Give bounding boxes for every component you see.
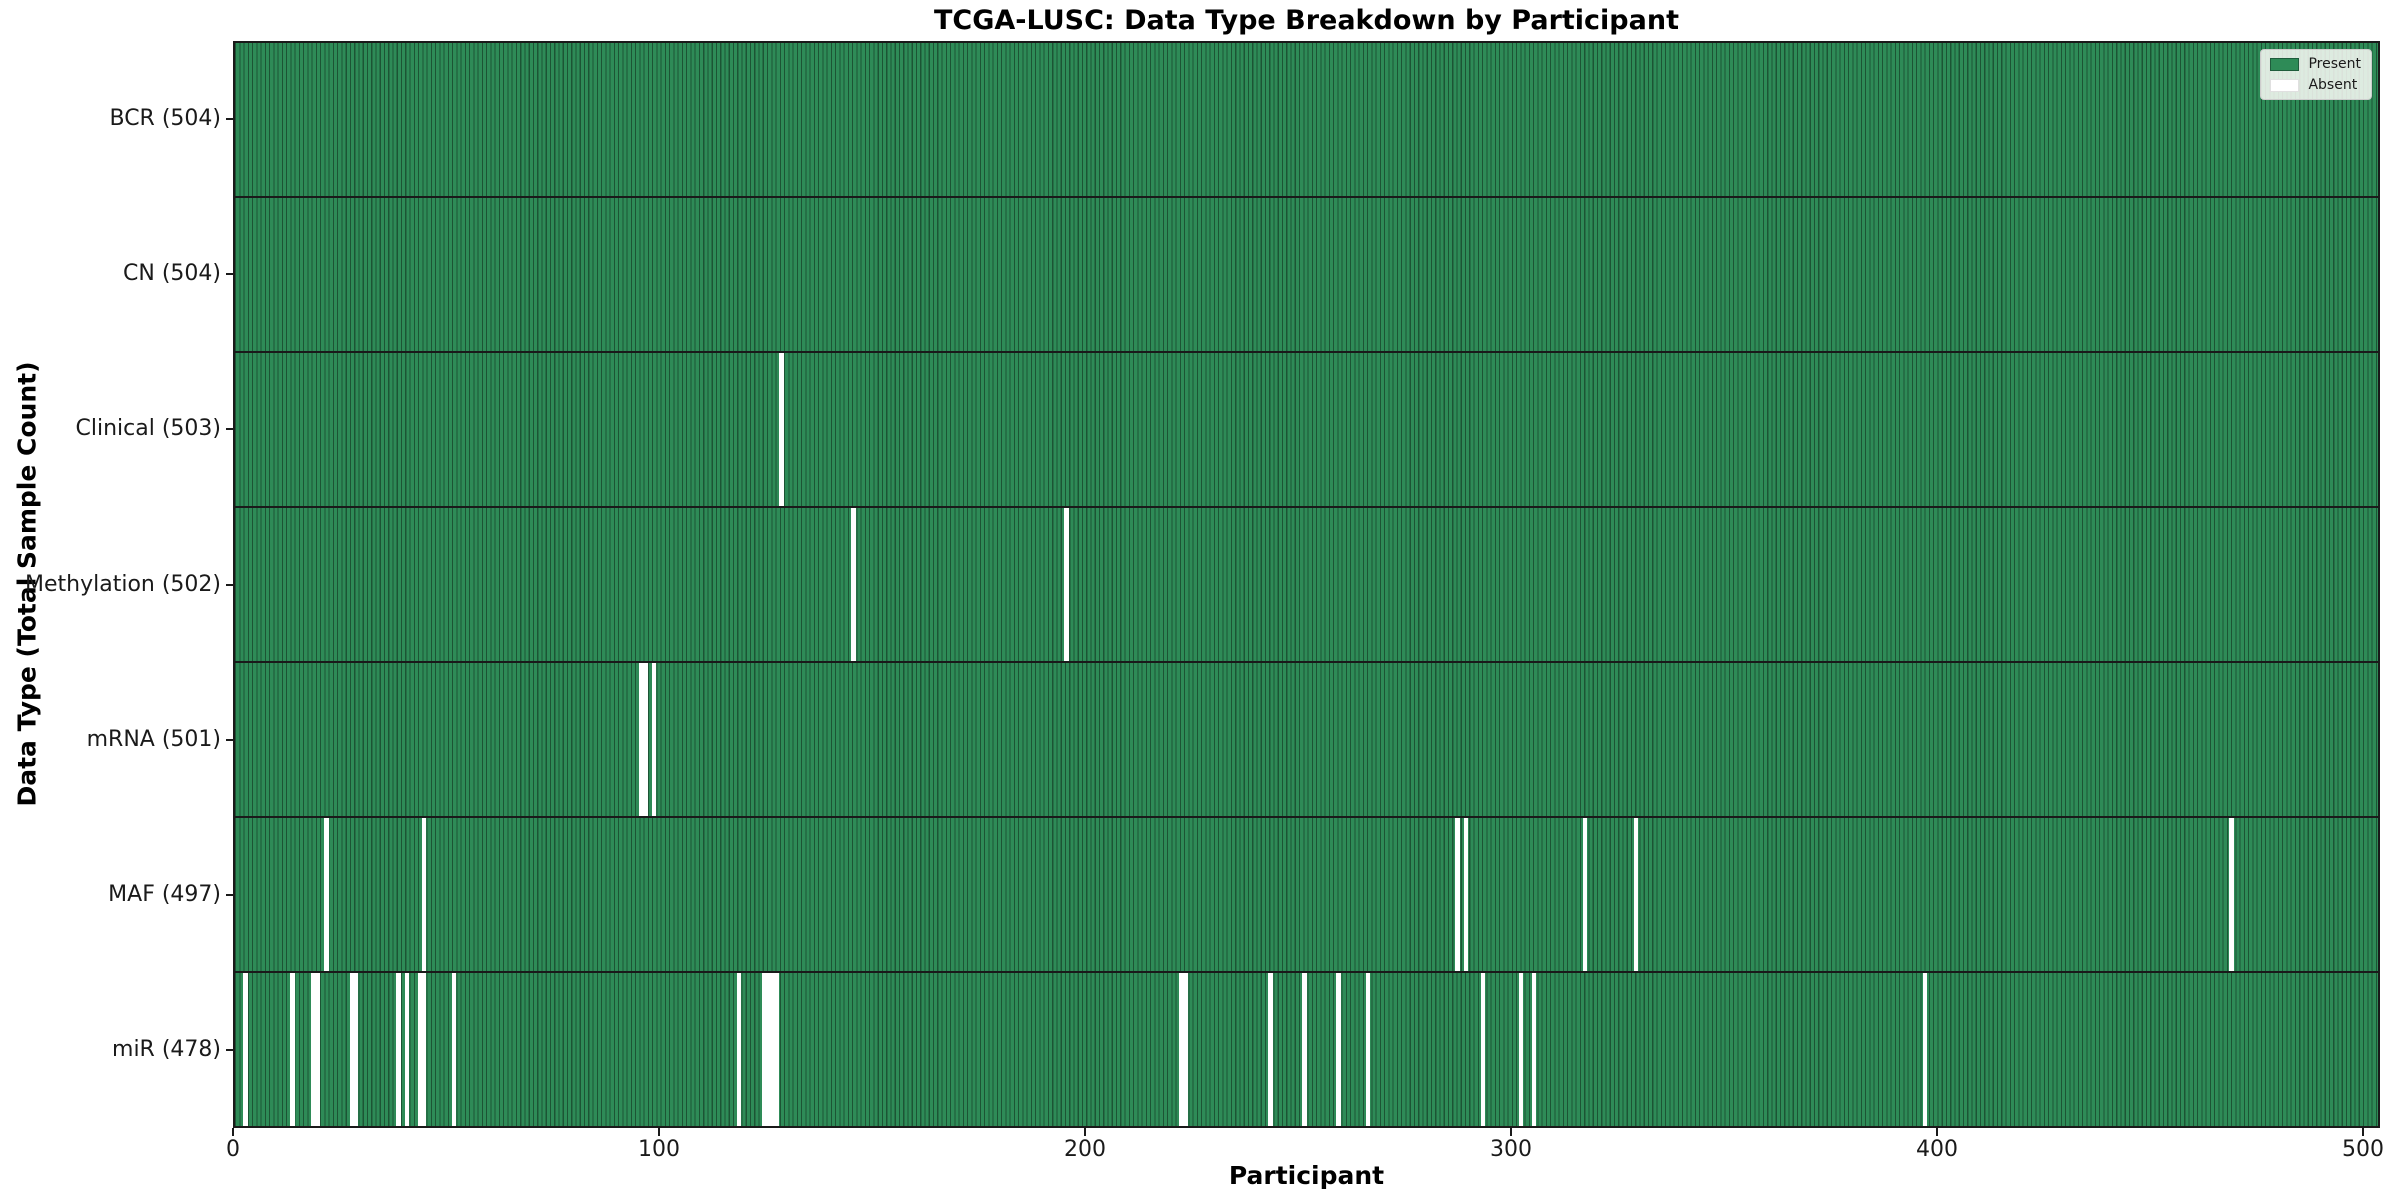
absent-gap-mir-223 (1183, 973, 1188, 1126)
absent-gap-maf-469 (2229, 818, 2234, 971)
datatype-row-bcr (235, 43, 2378, 198)
y-tick-label-clinical: Clinical (503) (75, 416, 221, 442)
y-tick-methylation (226, 583, 233, 586)
x-tick-100 (657, 1128, 660, 1136)
y-tick-label-bcr: BCR (504) (109, 105, 221, 131)
absent-gap-mir-38 (396, 973, 401, 1126)
datatype-row-mir (235, 973, 2378, 1126)
absent-gap-mir-124 (762, 973, 767, 1126)
y-tick-clinical (226, 428, 233, 431)
absent-gap-mir-13 (290, 973, 295, 1126)
absent-gap-maf-317 (1582, 818, 1588, 971)
absent-gap-mir-44 (421, 973, 427, 1126)
x-axis-label: Participant (1228, 1161, 1385, 1190)
absent-gap-mir-51 (451, 973, 457, 1126)
y-tick-mir (226, 1049, 233, 1052)
absent-gap-mir-397 (1922, 973, 1928, 1126)
absent-gap-mir-259 (1336, 973, 1341, 1126)
absent-gap-mrna-98 (651, 663, 657, 816)
legend-present-label: Present (2308, 56, 2361, 72)
y-tick-label-maf: MAF (497) (108, 882, 221, 908)
x-tick-0 (232, 1128, 234, 1136)
datatype-row-cn (235, 198, 2378, 353)
absent-gap-mir-2 (243, 973, 248, 1126)
absent-gap-mir-27 (349, 973, 355, 1126)
x-tick-label-300: 300 (1489, 1137, 1532, 1162)
absent-gap-mir-43 (417, 973, 423, 1126)
y-tick-mrna (226, 738, 233, 741)
absent-gap-methylation-195 (1064, 508, 1069, 661)
y-tick-cn (226, 272, 233, 275)
legend: Present Absent (2260, 49, 2372, 100)
plot-area: Present Absent (233, 41, 2380, 1128)
legend-entry-absent: Absent (2270, 77, 2361, 93)
datatype-row-methylation (235, 508, 2378, 663)
y-tick-label-mir: miR (478) (112, 1037, 221, 1063)
chart-title: TCGA-LUSC: Data Type Breakdown by Partic… (934, 5, 1679, 36)
absent-gap-mir-28 (353, 973, 359, 1126)
legend-present-swatch (2270, 57, 2300, 71)
absent-gap-mrna-95 (638, 663, 644, 816)
absent-gap-mir-243 (1268, 973, 1273, 1126)
x-tick-300 (1509, 1128, 1512, 1136)
absent-gap-mir-118 (736, 973, 742, 1126)
x-tick-label-400: 400 (1915, 1137, 1958, 1162)
absent-gap-mrna-96 (643, 663, 648, 816)
y-tick-maf (226, 894, 233, 897)
absent-gap-maf-21 (324, 818, 329, 971)
absent-gap-mir-127 (774, 973, 780, 1126)
datatype-row-maf (235, 818, 2378, 973)
y-tick-label-cn: CN (504) (123, 260, 221, 286)
absent-gap-mir-126 (770, 973, 776, 1126)
datatype-row-mrna (235, 663, 2378, 818)
y-tick-label-methylation: Methylation (502) (25, 571, 221, 597)
absent-gap-clinical-128 (779, 353, 784, 506)
absent-gap-mir-40 (404, 973, 410, 1126)
absent-gap-methylation-145 (851, 508, 856, 661)
x-tick-label-500: 500 (2341, 1137, 2384, 1162)
x-tick-500 (2361, 1128, 2364, 1136)
absent-gap-mir-305 (1531, 973, 1537, 1126)
y-tick-bcr (226, 117, 233, 120)
legend-absent-label: Absent (2308, 77, 2358, 93)
x-tick-200 (1083, 1128, 1086, 1136)
absent-gap-mir-125 (766, 973, 771, 1126)
x-tick-400 (1935, 1128, 1938, 1136)
legend-entry-present: Present (2270, 56, 2361, 72)
absent-gap-mir-266 (1365, 973, 1371, 1126)
absent-gap-maf-289 (1463, 818, 1469, 971)
absent-gap-maf-44 (421, 818, 427, 971)
absent-gap-maf-329 (1633, 818, 1639, 971)
absent-gap-mir-222 (1178, 973, 1184, 1126)
x-tick-label-0: 0 (226, 1137, 240, 1162)
absent-gap-mir-293 (1480, 973, 1486, 1126)
datatype-row-clinical (235, 353, 2378, 508)
absent-gap-mir-251 (1302, 973, 1307, 1126)
y-tick-label-mrna: mRNA (501) (86, 726, 221, 752)
legend-absent-swatch (2270, 78, 2300, 92)
absent-gap-mir-18 (311, 973, 316, 1126)
absent-gap-mir-302 (1518, 973, 1524, 1126)
absent-gap-maf-287 (1455, 818, 1460, 971)
x-tick-label-200: 200 (1063, 1137, 1106, 1162)
absent-gap-mir-19 (315, 973, 321, 1126)
x-tick-label-100: 100 (637, 1137, 680, 1162)
